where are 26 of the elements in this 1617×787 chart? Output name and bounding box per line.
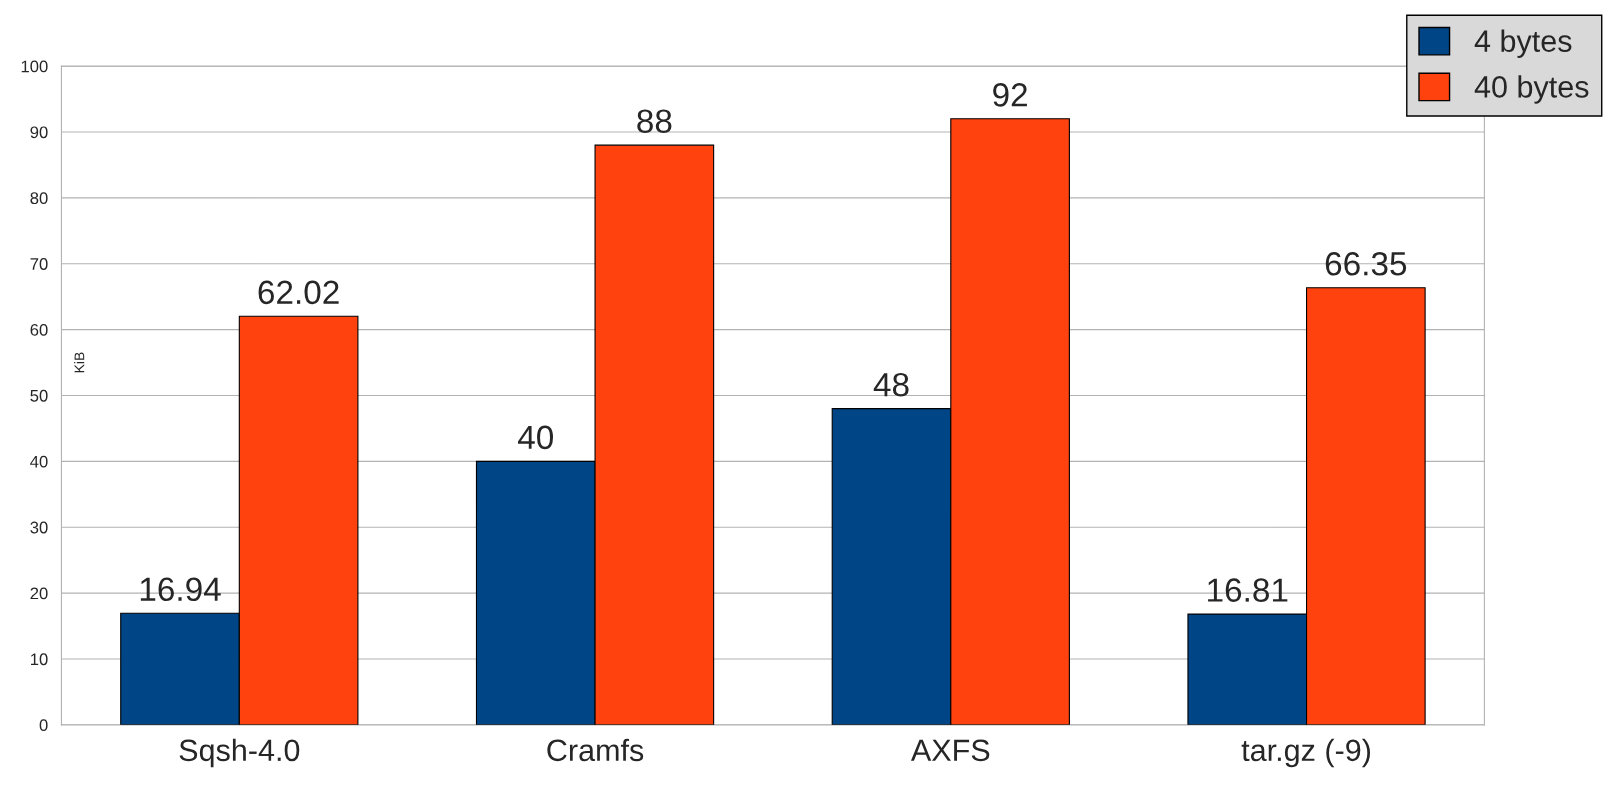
- y-axis-title: KiB: [74, 352, 85, 373]
- y-tick-label: 100: [21, 60, 48, 73]
- y-tick-label: 40: [30, 455, 48, 468]
- data-label: 40: [518, 425, 553, 450]
- data-label: 92: [993, 83, 1027, 107]
- y-tick-label: 0: [39, 719, 48, 732]
- y-tick-label: 10: [30, 653, 48, 666]
- x-tick-label: Sqsh-4.0: [179, 738, 300, 768]
- data-label: 88: [637, 109, 672, 134]
- legend-label: 40 bytes: [1474, 75, 1589, 104]
- y-tick-label: 90: [30, 126, 48, 139]
- data-label: 48: [873, 372, 909, 397]
- y-tick-label: 20: [30, 587, 48, 600]
- legend-label: 4 bytes: [1474, 29, 1572, 58]
- data-label: 62.02: [258, 280, 339, 305]
- y-tick-label: 70: [30, 258, 48, 270]
- y-tick-label: 30: [30, 521, 48, 534]
- x-tick-label: Cramfs: [547, 738, 644, 762]
- data-label: 66.35: [1325, 252, 1407, 276]
- x-tick-label: AXFS: [910, 739, 990, 762]
- data-label: 16.81: [1208, 578, 1288, 602]
- y-tick-label: 50: [30, 389, 48, 402]
- x-tick-label: tar.gz (-9): [1241, 738, 1371, 768]
- y-tick-label: 80: [30, 192, 48, 205]
- data-label: 16.94: [140, 577, 221, 602]
- y-tick-label: 60: [30, 324, 48, 336]
